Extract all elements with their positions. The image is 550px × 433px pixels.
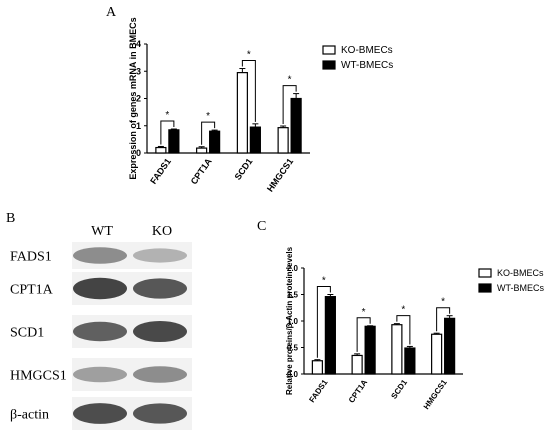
blot-row-label: CPT1A (10, 283, 54, 298)
bar-wt-fads1 (324, 296, 336, 375)
y-axis-label: Relative proteins/β-Actin protein levels (285, 246, 294, 395)
bar-ko-hmgcs1 (431, 333, 443, 375)
legend-swatch-wt (322, 60, 336, 70)
category-label-fads1: FADS1 (148, 156, 173, 186)
bar-wt-scd1 (404, 347, 416, 375)
y-tick-label: 0 (136, 148, 141, 158)
blot-band-wt (73, 403, 127, 424)
significance-bracket (160, 120, 175, 145)
significance-bracket (201, 121, 216, 145)
legend-swatch-ko (478, 268, 492, 278)
blot-row-label: FADS1 (10, 250, 52, 265)
legend-label-wt: WT-BMECs (497, 283, 544, 293)
legend-swatch-ko (322, 45, 336, 55)
significance-star: * (288, 75, 292, 86)
category-label-hmgcs1: HMGCS1 (422, 378, 449, 412)
category-label-fads1: FADS1 (307, 378, 329, 405)
bar-wt-cpt1a (364, 325, 376, 375)
blot-column-wt: WT (91, 224, 113, 239)
blot-band-wt (73, 277, 127, 300)
category-label-cpt1a: CPT1A (189, 156, 214, 186)
y-tick-label: 2.0 (287, 264, 299, 273)
blot-band-ko (133, 366, 187, 383)
y-axis-label: Expression of genes mRNA in BMECs (128, 17, 138, 179)
panel-label-a: A (106, 5, 117, 20)
significance-star: * (401, 305, 405, 316)
blot-row-label: HMGCS1 (10, 369, 67, 384)
y-tick-label: 4 (136, 39, 141, 49)
bar-wt-hmgcs1 (290, 97, 302, 154)
y-tick-label: 0.5 (287, 344, 299, 353)
bar-wt-fads1 (168, 129, 180, 154)
panel-label-c: C (257, 219, 266, 234)
bar-ko-cpt1a (196, 147, 208, 154)
significance-bracket (282, 85, 297, 125)
bar-wt-hmgcs1 (444, 317, 456, 375)
blot-band-ko (133, 320, 187, 343)
significance-bracket (396, 315, 411, 345)
blot-band-wt (73, 321, 127, 342)
significance-star: * (322, 276, 326, 287)
legend-swatch-wt (478, 283, 492, 293)
y-tick-label: 3 (136, 66, 141, 76)
significance-star: * (247, 50, 251, 61)
significance-star: * (362, 307, 366, 318)
y-tick-label: 1 (136, 121, 141, 131)
blot-band-wt (73, 247, 127, 264)
category-label-scd1: SCD1 (389, 378, 409, 401)
bar-ko-fads1 (311, 360, 323, 375)
bar-ko-cpt1a (351, 354, 363, 375)
blot-row-label: β-actin (10, 408, 49, 423)
significance-star: * (165, 110, 169, 121)
blot-band-wt (73, 366, 127, 383)
y-tick-label: 2 (136, 94, 141, 104)
blot-row-label: SCD1 (10, 326, 44, 341)
bar-wt-cpt1a (209, 130, 221, 154)
bar-ko-fads1 (155, 146, 167, 154)
category-label-scd1: SCD1 (233, 156, 255, 181)
panel-label-b: B (6, 211, 15, 226)
y-tick-label: 0.0 (287, 370, 299, 379)
blot-band-ko (133, 403, 187, 424)
blot-band-ko (133, 248, 187, 263)
significance-star: * (206, 111, 210, 122)
bar-wt-scd1 (249, 126, 261, 154)
significance-bracket (356, 317, 371, 352)
bar-ko-scd1 (236, 72, 248, 154)
significance-bracket (241, 60, 256, 122)
blot-strip (72, 358, 192, 391)
legend-label-ko: KO-BMECs (341, 45, 393, 56)
legend-label-ko: KO-BMECs (497, 268, 544, 278)
blot-strip (72, 242, 192, 269)
category-label-cpt1a: CPT1A (347, 378, 370, 405)
bar-ko-scd1 (391, 324, 403, 375)
blot-column-ko: KO (152, 224, 172, 239)
significance-bracket (316, 286, 331, 358)
significance-star: * (441, 297, 445, 308)
significance-bracket (436, 307, 451, 332)
western-blot: WT KO FADS1 CPT1A SCD1 HMGCS1 β-actin (10, 224, 192, 430)
legend-label-wt: WT-BMECs (341, 60, 393, 71)
bar-ko-hmgcs1 (277, 127, 289, 154)
y-tick-label: 1.5 (287, 291, 299, 300)
category-label-hmgcs1: HMGCS1 (265, 156, 295, 193)
blot-band-ko (133, 278, 187, 299)
y-tick-label: 1.0 (287, 317, 299, 326)
